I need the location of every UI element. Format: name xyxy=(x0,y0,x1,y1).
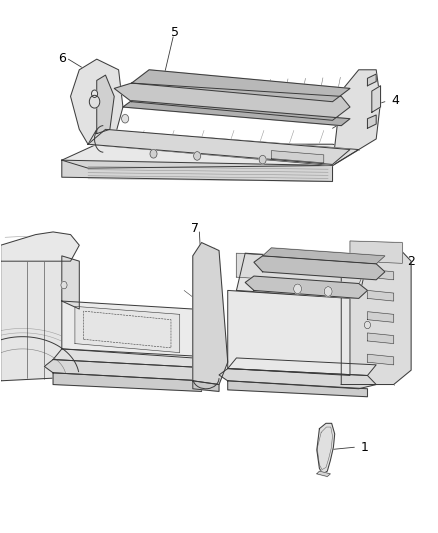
Polygon shape xyxy=(367,333,394,344)
Circle shape xyxy=(293,284,301,294)
Polygon shape xyxy=(228,381,367,397)
Circle shape xyxy=(89,95,100,108)
Polygon shape xyxy=(367,290,394,301)
Polygon shape xyxy=(245,276,367,298)
Text: 6: 6 xyxy=(58,52,66,64)
Polygon shape xyxy=(75,306,180,353)
Polygon shape xyxy=(53,349,210,368)
Circle shape xyxy=(194,152,201,160)
Polygon shape xyxy=(263,248,385,264)
Polygon shape xyxy=(71,59,123,144)
Polygon shape xyxy=(1,232,79,261)
Polygon shape xyxy=(367,354,394,365)
Circle shape xyxy=(150,150,157,158)
Polygon shape xyxy=(132,70,350,102)
Text: 3: 3 xyxy=(313,264,321,277)
Polygon shape xyxy=(62,144,359,168)
Polygon shape xyxy=(228,290,350,375)
Polygon shape xyxy=(88,130,350,165)
Circle shape xyxy=(259,156,266,164)
Circle shape xyxy=(324,287,332,296)
Polygon shape xyxy=(88,130,359,165)
Polygon shape xyxy=(44,360,210,381)
Polygon shape xyxy=(62,160,332,181)
Polygon shape xyxy=(193,381,219,391)
Polygon shape xyxy=(272,151,324,163)
Polygon shape xyxy=(237,253,367,298)
Polygon shape xyxy=(254,256,385,280)
Polygon shape xyxy=(123,101,350,126)
Polygon shape xyxy=(367,74,376,86)
Polygon shape xyxy=(367,312,394,322)
Text: 5: 5 xyxy=(171,26,179,39)
Polygon shape xyxy=(372,86,381,112)
Polygon shape xyxy=(317,471,330,477)
Polygon shape xyxy=(367,269,394,280)
Circle shape xyxy=(92,90,98,98)
Polygon shape xyxy=(219,368,376,389)
Polygon shape xyxy=(237,253,367,285)
Polygon shape xyxy=(228,358,376,375)
Polygon shape xyxy=(317,423,335,474)
Text: 4: 4 xyxy=(392,94,399,107)
Polygon shape xyxy=(332,70,381,165)
Polygon shape xyxy=(62,256,79,309)
Text: 1: 1 xyxy=(361,441,369,454)
Polygon shape xyxy=(193,243,228,384)
Text: 7: 7 xyxy=(191,222,199,235)
Circle shape xyxy=(122,115,129,123)
Polygon shape xyxy=(1,245,79,381)
Circle shape xyxy=(61,281,67,289)
Polygon shape xyxy=(114,83,350,120)
Polygon shape xyxy=(97,75,114,134)
Circle shape xyxy=(364,321,371,329)
Polygon shape xyxy=(53,373,201,391)
Polygon shape xyxy=(62,301,193,358)
Polygon shape xyxy=(350,241,403,263)
Text: 2: 2 xyxy=(407,255,415,268)
Polygon shape xyxy=(367,115,376,128)
Polygon shape xyxy=(341,243,411,384)
